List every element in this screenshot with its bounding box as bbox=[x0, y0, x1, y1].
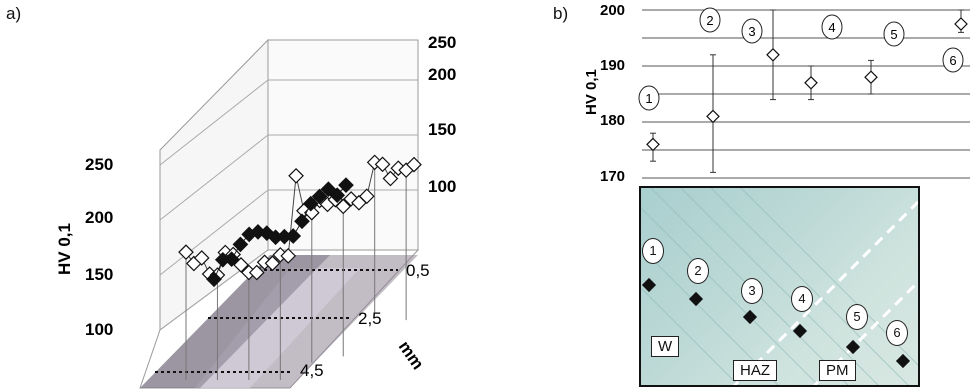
b-tick-170: 170 bbox=[600, 168, 625, 185]
point-number-circle bbox=[942, 47, 964, 73]
data-point-black bbox=[311, 188, 328, 205]
right-tick-200: 200 bbox=[428, 65, 456, 84]
point-number: 4 bbox=[828, 20, 835, 35]
data-point-black bbox=[285, 228, 302, 244]
panel-a-label: a) bbox=[6, 4, 22, 23]
data-point-white bbox=[233, 257, 249, 273]
data-point-white bbox=[248, 264, 265, 281]
haz-boundary-1 bbox=[732, 199, 918, 385]
point-number: 2 bbox=[706, 13, 713, 28]
data-point-b bbox=[766, 47, 780, 62]
b-tick-180: 180 bbox=[600, 112, 625, 129]
data-point-white bbox=[382, 170, 399, 187]
point-number-circle bbox=[699, 7, 721, 33]
data-point-b bbox=[804, 75, 818, 90]
right-tick-250: 250 bbox=[428, 33, 456, 52]
left-tick-150: 150 bbox=[85, 265, 113, 284]
data-point-white bbox=[335, 198, 352, 215]
point-number: 3 bbox=[748, 24, 755, 39]
points-b bbox=[646, 17, 968, 152]
depth-tick-0-5: 0,5 bbox=[406, 261, 430, 280]
right-tick-100: 100 bbox=[428, 177, 456, 196]
indent-number-4: 4 bbox=[791, 286, 813, 312]
data-point-black bbox=[338, 177, 354, 193]
chart-a-3d: 250 200 150 100 HV 0,1 250 200 150 100 0… bbox=[55, 33, 456, 389]
label-w: W bbox=[651, 336, 680, 357]
point-number-circle bbox=[821, 14, 843, 40]
error-bars bbox=[650, 9, 964, 173]
data-point-black bbox=[206, 271, 222, 288]
b-tick-200: 200 bbox=[600, 2, 625, 19]
data-point-b bbox=[646, 137, 660, 152]
indent-number-3: 3 bbox=[741, 278, 763, 304]
data-point-b bbox=[864, 70, 878, 85]
label-haz: HAZ bbox=[733, 360, 777, 381]
data-point-white bbox=[406, 156, 422, 173]
b-tick-190: 190 bbox=[600, 57, 625, 74]
point-number-circle bbox=[741, 18, 763, 44]
data-point-white bbox=[358, 188, 375, 205]
series-black bbox=[206, 177, 354, 288]
point-number-circle bbox=[638, 85, 660, 111]
depth-tick-2-5: 2,5 bbox=[358, 309, 382, 328]
data-point-white bbox=[264, 255, 281, 272]
left-tick-100: 100 bbox=[85, 320, 113, 339]
left-tick-250: 250 bbox=[85, 155, 113, 174]
data-point-white bbox=[288, 167, 304, 184]
point-number: 6 bbox=[949, 53, 956, 68]
point-number: 1 bbox=[645, 91, 652, 106]
grid-b bbox=[642, 9, 970, 179]
weld-zone bbox=[195, 268, 360, 388]
left-tick-200: 200 bbox=[85, 208, 113, 227]
point-number-circles: 1 2 3 4 5 6 bbox=[638, 7, 964, 111]
data-point-black bbox=[329, 187, 346, 204]
data-point-white bbox=[178, 244, 194, 260]
data-point-white bbox=[280, 248, 297, 264]
data-point-black bbox=[302, 195, 319, 212]
indent-number-2: 2 bbox=[687, 258, 709, 284]
indent-number-5: 5 bbox=[846, 304, 868, 330]
panel-b-label: b) bbox=[553, 4, 569, 23]
data-point-black bbox=[232, 236, 249, 253]
indent-number-1: 1 bbox=[642, 238, 664, 264]
shadow-zone bbox=[140, 255, 330, 388]
point-number-circle bbox=[883, 21, 905, 47]
depth-tick-4-5: 4,5 bbox=[300, 361, 324, 380]
data-point-black bbox=[294, 213, 310, 230]
micro-texture bbox=[641, 188, 918, 385]
point-number: 5 bbox=[890, 27, 897, 42]
panel-b-ylabel: HV 0,1 bbox=[583, 69, 600, 115]
panel-a-ylabel: HV 0,1 bbox=[55, 223, 74, 275]
data-point-black bbox=[223, 251, 240, 268]
data-point-white bbox=[193, 250, 210, 266]
right-tick-150: 150 bbox=[428, 120, 456, 139]
data-point-b bbox=[954, 17, 968, 31]
drop-lines bbox=[185, 162, 407, 380]
data-point-b bbox=[706, 109, 720, 124]
micrograph: 1 2 3 4 5 6 W HAZ PM bbox=[639, 186, 920, 387]
label-pm: PM bbox=[819, 360, 856, 381]
indent-number-6: 6 bbox=[886, 320, 908, 346]
data-point-white bbox=[374, 156, 391, 173]
